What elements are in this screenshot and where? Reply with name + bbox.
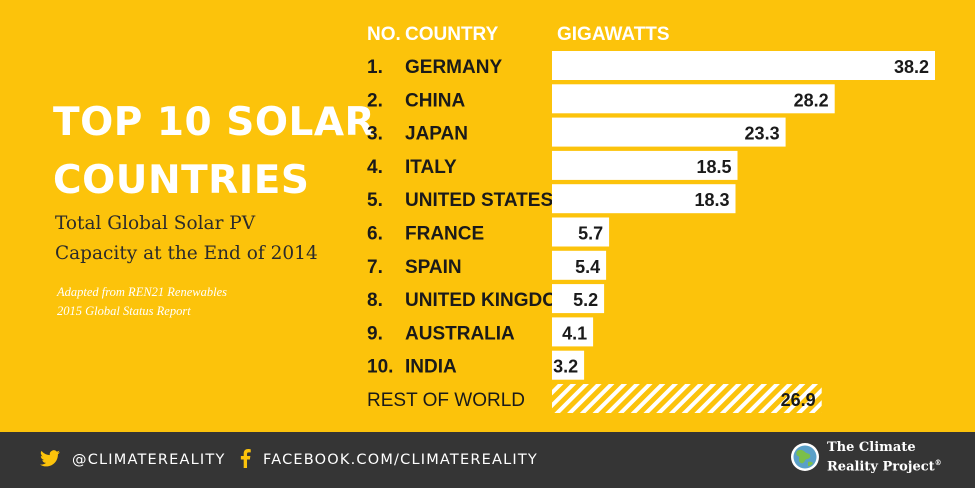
bar	[552, 184, 736, 214]
country-label: CHINA	[405, 90, 465, 111]
value-label: 18.5	[696, 157, 731, 177]
bar	[552, 250, 607, 280]
country-label: ITALY	[405, 157, 457, 178]
value-label: 38.2	[894, 57, 929, 77]
solar-capacity-bar-chart: NO. COUNTRY GIGAWATTS 1. GERMANY 38.2 2. CHI…	[367, 24, 935, 413]
bar	[552, 84, 835, 114]
rank-label: 8.	[367, 290, 383, 311]
source-note: Adapted from REN21 Renewables 2015 Globa…	[57, 283, 297, 321]
bar	[552, 150, 738, 180]
footer-bar: @CLIMATEREALITY FACEBOOK.COM/CLIMATEREAL…	[0, 432, 975, 488]
country-label: JAPAN	[405, 124, 468, 145]
subtitle-line-2: Capacity at the End of 2014	[55, 243, 318, 264]
value-label: 5.7	[578, 224, 603, 244]
country-label: GERMANY	[405, 57, 502, 78]
globe-icon	[791, 443, 819, 472]
infographic-panel: TOP 10 SOLAR COUNTRIES Total Global Sola…	[53, 24, 935, 413]
bar	[552, 350, 585, 380]
rank-label: 6.	[367, 224, 383, 245]
facebook-link[interactable]: FACEBOOK.COM/CLIMATEREALITY	[240, 432, 538, 488]
country-label: UNITED KINGDOM	[405, 290, 573, 311]
rank-label: 7.	[367, 257, 383, 278]
value-label: 4.1	[562, 323, 587, 343]
value-label: 5.4	[575, 257, 600, 277]
bar	[552, 284, 605, 314]
rank-label: 4.	[367, 157, 383, 178]
value-label: 28.2	[794, 90, 829, 110]
column-header-rank: NO.	[367, 24, 401, 45]
logo-line-1: The Climate	[827, 440, 916, 455]
source-line-2: 2015 Global Status Report	[57, 304, 191, 318]
twitter-bird-icon	[40, 449, 60, 471]
value-label: 18.3	[694, 190, 729, 210]
subtitle: Total Global Solar PV Capacity at the En…	[55, 209, 345, 269]
twitter-link[interactable]: @CLIMATEREALITY	[40, 432, 226, 488]
value-label: 3.2	[553, 357, 578, 377]
rank-label: 1.	[367, 57, 383, 78]
facebook-f-icon	[240, 448, 251, 472]
source-line-1: Adapted from REN21 Renewables	[57, 285, 227, 299]
bar	[552, 51, 935, 80]
rest-of-world-label: REST OF WORLD	[367, 390, 525, 411]
bar	[552, 317, 594, 347]
registered-mark: ®	[934, 458, 942, 467]
column-header-gigawatts: GIGAWATTS	[557, 24, 670, 45]
value-label: 5.2	[573, 290, 598, 310]
country-label: INDIA	[405, 357, 457, 378]
logo-text: The Climate Reality Project®	[827, 440, 942, 474]
climate-reality-logo[interactable]: The Climate Reality Project®	[790, 440, 942, 474]
country-label: FRANCE	[405, 224, 484, 245]
bar	[552, 117, 786, 147]
rank-label: 10.	[367, 357, 393, 378]
rest-of-world-value: 26.9	[781, 390, 816, 410]
rank-label: 2.	[367, 90, 383, 111]
title-line-1: TOP 10 SOLAR	[53, 100, 376, 145]
rank-label: 9.	[367, 323, 383, 344]
bar	[552, 217, 610, 247]
page-title: TOP 10 SOLAR COUNTRIES	[53, 94, 375, 210]
rank-label: 5.	[367, 190, 383, 211]
column-header-country: COUNTRY	[405, 24, 499, 45]
chart-rows: 1. GERMANY 38.2 2. CHINA 28.2 3. JAPAN 23.3 4. ITA…	[367, 51, 935, 413]
subtitle-line-1: Total Global Solar PV	[55, 213, 256, 234]
title-line-2: COUNTRIES	[53, 158, 310, 203]
country-label: UNITED STATES	[405, 190, 553, 211]
country-label: SPAIN	[405, 257, 462, 278]
rest-of-world-bar	[552, 384, 822, 413]
country-label: AUSTRALIA	[405, 323, 515, 344]
value-label: 23.3	[745, 124, 780, 144]
rank-label: 3.	[367, 124, 383, 145]
facebook-url: FACEBOOK.COM/CLIMATEREALITY	[263, 452, 538, 468]
twitter-handle: @CLIMATEREALITY	[72, 452, 226, 468]
logo-line-2: Reality Project	[827, 459, 935, 475]
